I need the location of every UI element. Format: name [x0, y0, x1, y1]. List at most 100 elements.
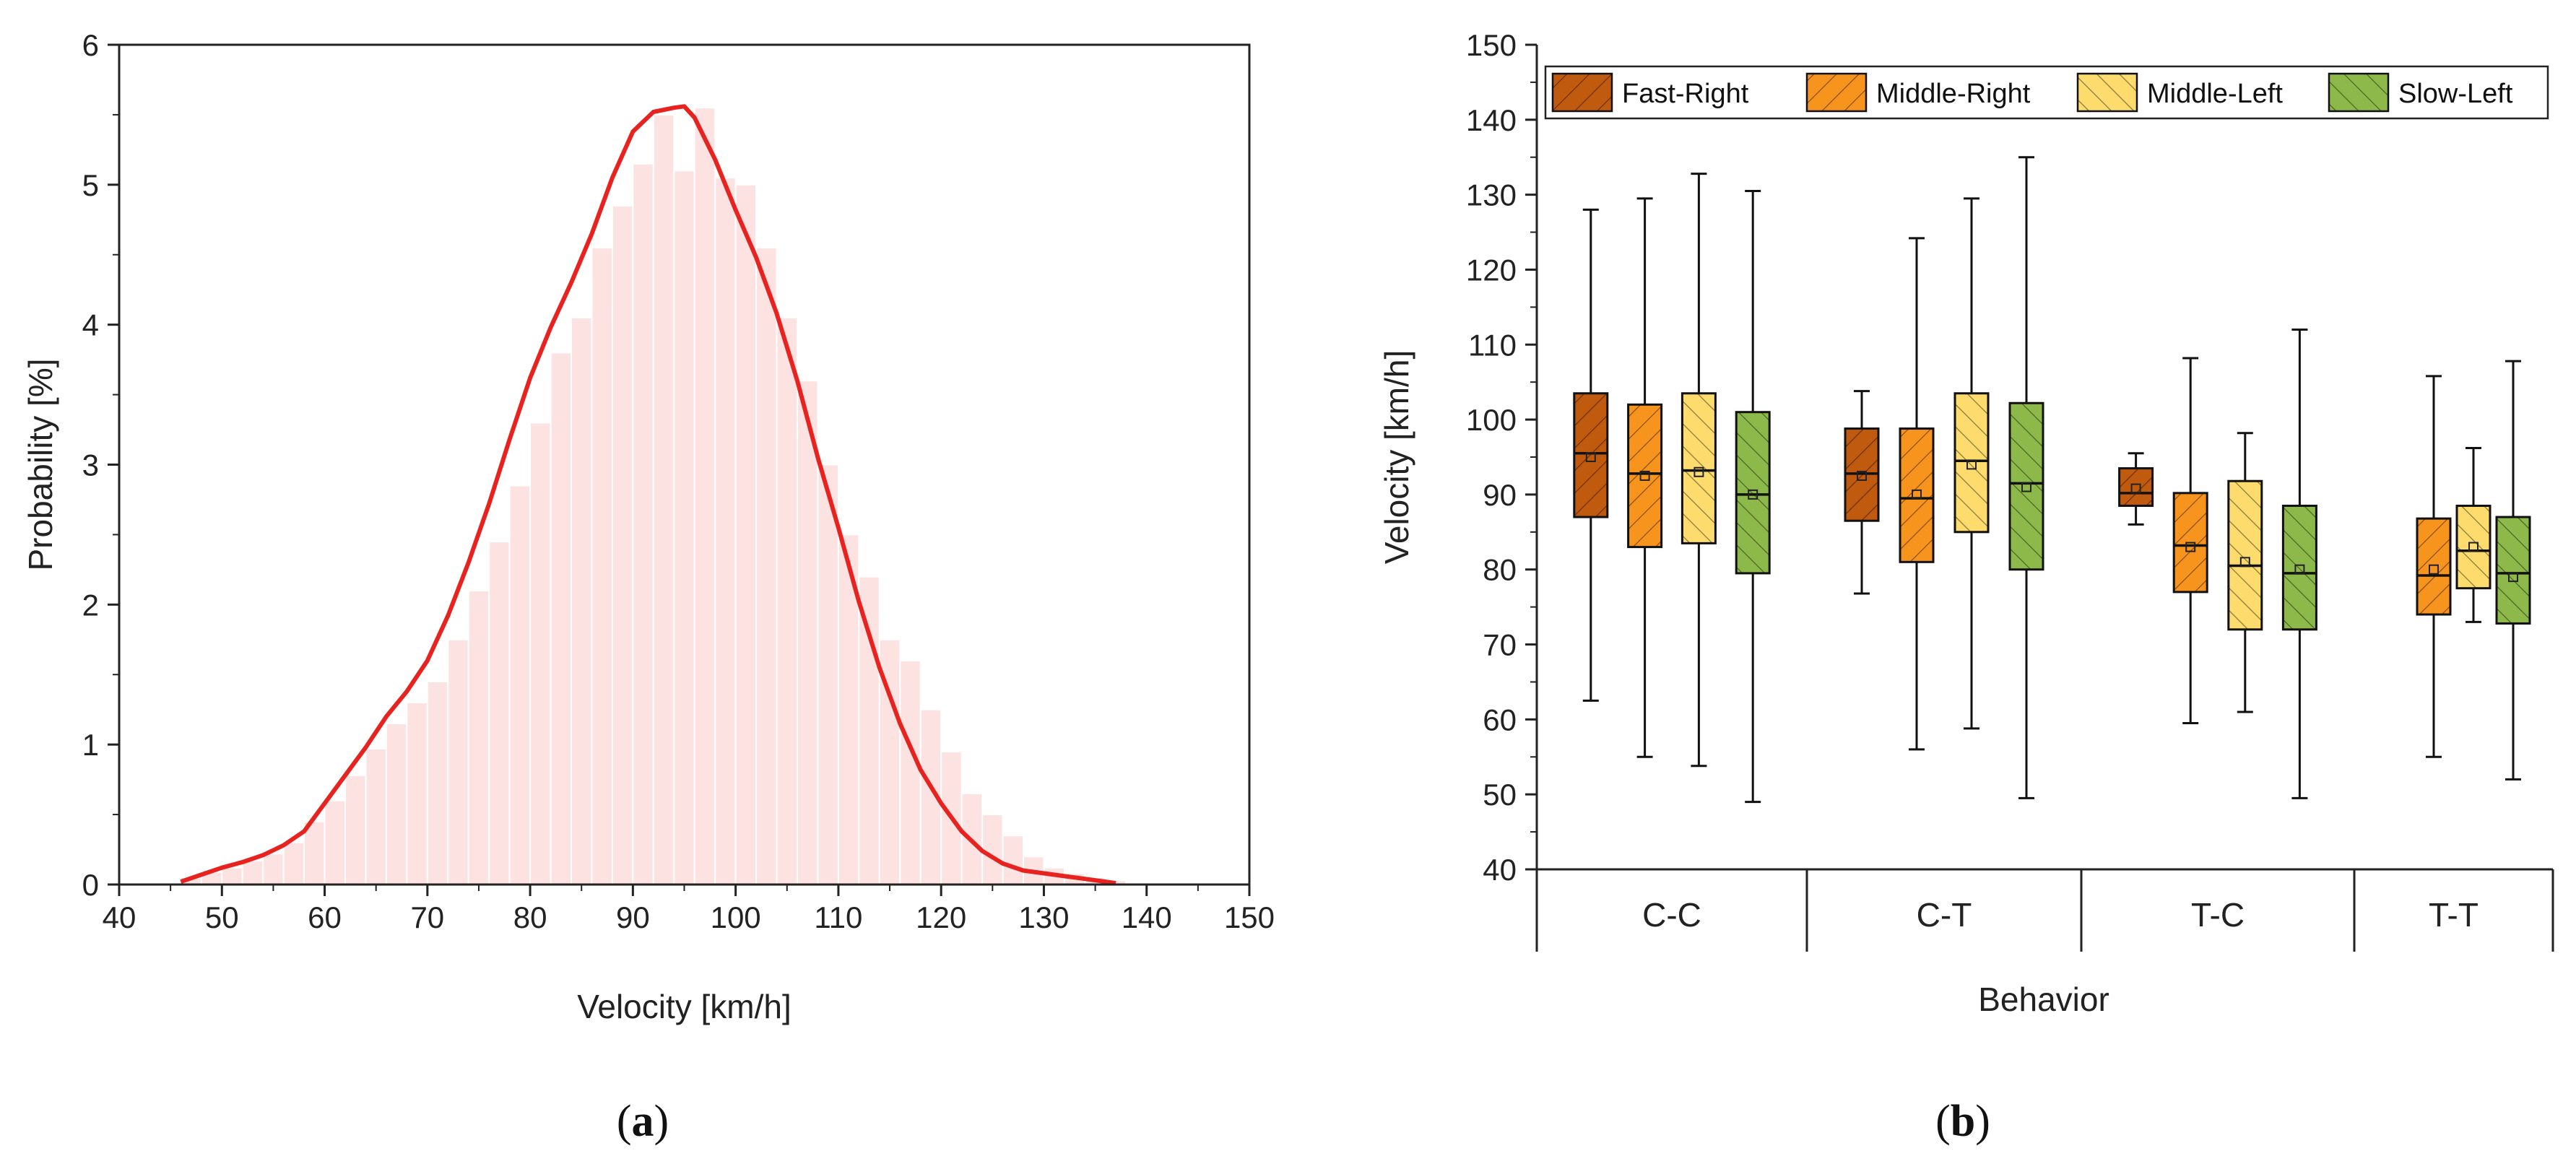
boxplot-boxes	[1573, 156, 2531, 804]
box-fast-right-t-c	[2118, 452, 2154, 526]
mean-marker	[1748, 489, 1758, 500]
y-tick-label: 3	[82, 448, 99, 482]
box-middle-right-c-c	[1627, 197, 1663, 758]
box-middle-left-c-c	[1681, 173, 1717, 768]
box-outline	[2455, 504, 2492, 590]
box-middle-right-t-c	[2172, 357, 2208, 725]
box-outline	[2008, 401, 2044, 571]
y-tick-label: 40	[1483, 853, 1517, 887]
mean-marker	[2239, 557, 2250, 568]
boxplot-axes	[1535, 45, 2554, 952]
box-outline	[1899, 427, 1935, 563]
box-middle-right-t-t	[2416, 375, 2452, 758]
box-outline	[1573, 392, 1609, 518]
mean-marker	[2294, 564, 2305, 575]
x-tick-label: 50	[205, 900, 239, 934]
box-fast-right-c-c	[1573, 208, 1609, 702]
histogram-bar	[571, 316, 593, 886]
box-middle-right-c-t	[1899, 237, 1935, 751]
y-tick-label: 80	[1483, 553, 1517, 587]
legend-item-middle-right: Middle-Right	[1805, 72, 2031, 113]
panel-label-a-close: )	[654, 1097, 669, 1146]
panel-label-a: (a)	[617, 1097, 669, 1146]
histogram-bar	[755, 247, 778, 885]
box-middle-left-t-t	[2455, 447, 2492, 623]
legend-swatch-outline	[1805, 72, 1868, 113]
legend-item-middle-left: Middle-Left	[2076, 72, 2283, 113]
x-tick-label: 90	[616, 900, 650, 934]
histogram-bar	[1002, 835, 1024, 885]
y-tick-label: 6	[82, 28, 99, 62]
y-tick-label: 50	[1483, 778, 1517, 812]
y-tick-label: 0	[82, 868, 99, 902]
y-tick-label: 60	[1483, 703, 1517, 736]
x-tick-label: 130	[1018, 900, 1069, 934]
box-outline	[2495, 516, 2531, 625]
box-outline	[2118, 467, 2154, 507]
legend-label: Slow-Left	[2398, 79, 2513, 109]
y-tick-label: 110	[1468, 328, 1517, 362]
box-middle-left-t-c	[2227, 432, 2263, 713]
boxplot-chart: 40 50 60 70 80 90 100 110 120 130 140 150 C-C C-T T-C…	[1378, 28, 2554, 1146]
y-axis-ticks: 40 50 60 70 80 90 100 110 120 130 140 150	[1466, 28, 1537, 887]
histogram-bar	[714, 177, 737, 885]
x-tick-label: 140	[1122, 900, 1172, 934]
category-label: T-C	[2191, 896, 2245, 934]
x-axis-label: Velocity [km/h]	[577, 988, 792, 1025]
histogram-chart: 40 50 60 70 80 90 100 110 120 130 140 150 0 1 2 3 4 5 6 V…	[22, 28, 1275, 1146]
legend-label: Middle-Left	[2147, 79, 2283, 109]
y-tick-label: 4	[82, 308, 99, 342]
histogram-bar	[673, 170, 695, 885]
panel-label-a-letter: a	[632, 1097, 654, 1146]
histogram-bar	[447, 638, 469, 886]
histogram-bar	[508, 484, 532, 885]
y-tick-label: 2	[82, 588, 99, 622]
y-tick-label: 130	[1466, 178, 1517, 212]
box-middle-left-c-t	[1953, 197, 1990, 730]
mean-marker	[1857, 470, 1867, 481]
y-tick-label: 1	[82, 728, 99, 762]
histogram-bar	[817, 464, 839, 885]
y-tick-label: 5	[82, 168, 99, 202]
histogram-bar	[632, 162, 654, 885]
box-outline	[2416, 517, 2452, 616]
histogram-bar	[591, 247, 613, 885]
mean-marker	[2508, 572, 2518, 583]
histogram-bar	[406, 702, 428, 885]
histogram-bar	[262, 853, 285, 886]
legend-swatch-outline	[1551, 72, 1613, 113]
box-slow-left-c-t	[2008, 156, 2044, 799]
y-tick-label: 140	[1466, 103, 1517, 137]
histogram-bar	[365, 747, 387, 886]
category-axis: C-C C-T T-C T-T	[1642, 896, 2479, 934]
y-tick-label: 120	[1466, 253, 1517, 287]
mean-marker	[1639, 470, 1650, 481]
histogram-bar	[241, 860, 264, 886]
y-axis-label: Velocity [km/h]	[1378, 350, 1415, 565]
y-tick-label: 100	[1466, 403, 1517, 437]
box-slow-left-c-c	[1735, 189, 1771, 804]
y-tick-label: 150	[1466, 28, 1517, 62]
histogram-bar	[734, 183, 758, 886]
category-label: C-C	[1642, 896, 1701, 934]
histogram-bar	[385, 723, 408, 886]
mean-marker	[1585, 452, 1596, 462]
mean-marker	[2130, 483, 2141, 494]
histogram-bar	[693, 107, 716, 886]
x-axis-ticks: 40 50 60 70 80 90 100 110 120 130 140 150	[103, 885, 1275, 934]
histogram-bar	[981, 814, 1004, 886]
mean-marker	[2429, 564, 2439, 575]
y-tick-label: 90	[1483, 478, 1517, 512]
x-tick-label: 120	[916, 900, 966, 934]
box-slow-left-t-c	[2281, 329, 2317, 799]
histogram-bar	[858, 575, 880, 885]
box-outline	[2281, 504, 2317, 631]
panel-label-b: (b)	[1935, 1097, 1990, 1146]
histogram-bar	[303, 820, 326, 886]
legend-label: Middle-Right	[1876, 79, 2031, 109]
legend: Fast-Right Middle-Right Middle-Left Slow-Le…	[1544, 65, 2549, 120]
mean-marker	[1966, 459, 1977, 470]
histogram-bar	[282, 841, 305, 885]
panel-label-a-open: (	[617, 1097, 632, 1146]
category-label: C-T	[1917, 896, 1972, 934]
